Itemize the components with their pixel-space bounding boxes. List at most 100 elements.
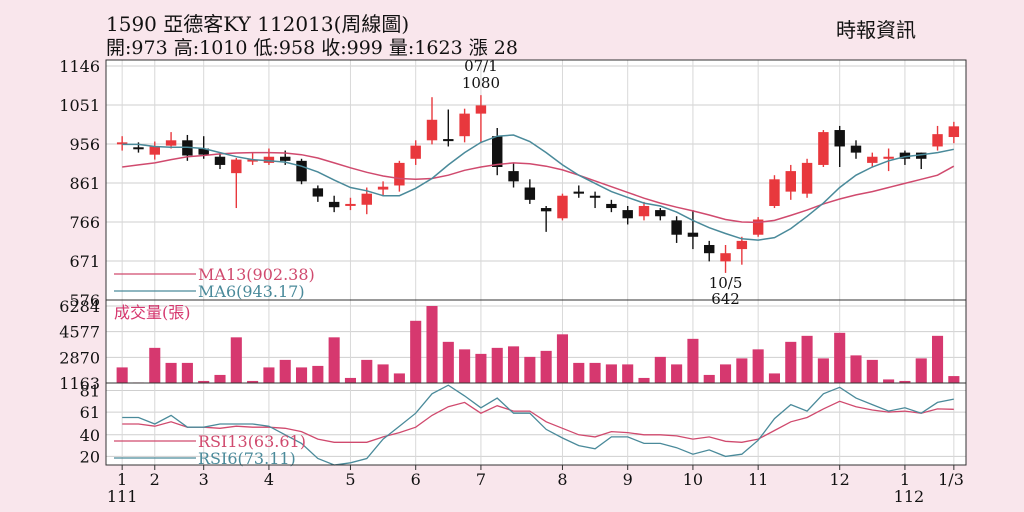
- volume-title: 成交量(張): [114, 303, 191, 322]
- candle-body: [149, 146, 160, 155]
- price-tick-label: 671: [69, 252, 100, 271]
- volume-bar: [801, 335, 813, 383]
- rsi-legend-label: RSI6(73.11): [198, 449, 296, 468]
- volume-bar: [475, 353, 487, 383]
- rsi-line-1: [122, 384, 954, 466]
- volume-bar: [328, 337, 340, 383]
- volume-bar: [703, 374, 715, 383]
- candle-body: [247, 159, 258, 162]
- volume-bar: [654, 356, 666, 383]
- candle-body: [687, 232, 699, 237]
- x-month-label: 1/3: [938, 470, 964, 489]
- plot-background: [106, 60, 966, 465]
- candle-body: [655, 210, 666, 217]
- price-tick-label: 861: [69, 174, 100, 193]
- candle-body: [704, 244, 715, 254]
- volume-bar: [671, 364, 683, 383]
- candle-body: [524, 187, 536, 200]
- volume-bar: [948, 376, 960, 383]
- ohlc-summary: 開:973 高:1010 低:958 收:999 量:1623 漲 28: [106, 37, 518, 59]
- candle-body: [883, 156, 894, 159]
- price-tick-label: 1051: [59, 96, 100, 115]
- ma-legend-label: MA13(902.38): [198, 265, 315, 284]
- volume-bar: [719, 364, 732, 383]
- candle-body: [557, 195, 568, 219]
- x-month-label: 2: [150, 470, 160, 489]
- volume-bar: [344, 377, 357, 383]
- volume-bar: [295, 367, 308, 383]
- volume-bar: [736, 358, 748, 383]
- volume-bar: [181, 362, 193, 383]
- price-tick-label: 576: [69, 291, 100, 310]
- volume-bar: [605, 364, 617, 383]
- candle-body: [671, 220, 682, 235]
- candle-body: [638, 205, 650, 217]
- x-month-label: 1: [900, 470, 910, 489]
- ma-legend-label: MA6(943.17): [198, 282, 305, 301]
- volume-bar: [899, 380, 911, 383]
- plot-frame: [105, 59, 967, 466]
- candle-body: [492, 136, 503, 167]
- volume-bar: [915, 358, 927, 383]
- volume-bar: [573, 362, 585, 383]
- candle-body: [410, 145, 421, 159]
- candle-body: [899, 152, 911, 159]
- volume-bar: [883, 379, 895, 383]
- candle-body: [443, 139, 454, 142]
- candle-body: [263, 156, 275, 163]
- candle-body: [475, 105, 487, 114]
- candle-body: [948, 126, 960, 138]
- price-tick-label: 766: [69, 213, 100, 232]
- volume-bar: [752, 349, 764, 383]
- candle-body: [214, 156, 226, 165]
- x-month-label: 5: [345, 470, 355, 489]
- volume-tick-label: 6284: [59, 297, 100, 316]
- candle-body: [850, 145, 862, 153]
- volume-bar: [279, 359, 291, 383]
- low-date-label: 10/5: [709, 274, 743, 292]
- rsi-tick-label: 40: [80, 426, 100, 445]
- volume-bar: [931, 335, 944, 383]
- volume-bar: [524, 356, 536, 383]
- candle-body: [345, 203, 356, 206]
- high-date-label: 07/1: [464, 57, 498, 75]
- candle-body: [801, 162, 813, 194]
- candle-body: [361, 193, 372, 205]
- candle-body: [540, 208, 552, 212]
- volume-bar: [410, 320, 422, 383]
- volume-bar: [247, 380, 259, 383]
- candle-body: [312, 188, 324, 197]
- volume-bar: [491, 347, 503, 383]
- candle-body: [328, 201, 340, 208]
- volume-bar: [116, 367, 128, 383]
- volume-bar: [540, 350, 552, 383]
- candle-body: [589, 195, 601, 198]
- candle-body: [116, 142, 128, 145]
- x-month-label: 12: [830, 470, 850, 489]
- candle-body: [280, 156, 291, 161]
- candle-body: [231, 159, 242, 174]
- rsi-legend-label: RSI13(63.61): [198, 432, 306, 451]
- volume-bar: [312, 365, 324, 383]
- rsi-line-0: [122, 400, 954, 443]
- candle-body: [426, 119, 438, 141]
- price-tick-label: 1146: [59, 57, 100, 76]
- candle-body: [459, 113, 470, 137]
- volume-bar: [687, 338, 699, 383]
- candle-body: [165, 140, 177, 146]
- volume-bar: [263, 367, 275, 383]
- volume-bar: [426, 306, 438, 383]
- x-month-label: 9: [623, 470, 633, 489]
- candle-body: [133, 147, 144, 150]
- x-month-label: 6: [411, 470, 421, 489]
- volume-bar: [442, 341, 454, 383]
- x-month-label: 4: [264, 470, 274, 489]
- volume-bar: [377, 364, 389, 383]
- candle-body: [818, 132, 829, 165]
- volume-bar: [866, 359, 878, 383]
- volume-bar: [198, 380, 210, 383]
- candle-body: [573, 191, 584, 194]
- candle-body: [785, 171, 796, 192]
- volume-bar: [149, 347, 161, 383]
